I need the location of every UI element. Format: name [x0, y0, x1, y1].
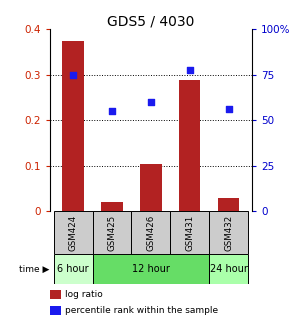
- Text: percentile rank within the sample: percentile rank within the sample: [65, 306, 218, 315]
- Bar: [218, 198, 239, 211]
- Point: [188, 68, 192, 73]
- Text: time ▶: time ▶: [19, 265, 49, 274]
- Point: [149, 99, 153, 105]
- Text: GSM425: GSM425: [108, 215, 117, 251]
- Bar: [62, 41, 84, 211]
- Text: 6 hour: 6 hour: [57, 264, 89, 274]
- Text: GSM426: GSM426: [146, 215, 155, 251]
- Bar: [209, 211, 248, 254]
- Text: GSM432: GSM432: [224, 215, 233, 251]
- Bar: [50, 290, 61, 299]
- Bar: [54, 254, 93, 284]
- Text: 12 hour: 12 hour: [132, 264, 170, 274]
- Bar: [209, 254, 248, 284]
- Bar: [101, 202, 123, 211]
- Bar: [93, 254, 209, 284]
- Text: 24 hour: 24 hour: [210, 264, 248, 274]
- Bar: [54, 211, 93, 254]
- Text: GSM431: GSM431: [185, 215, 194, 251]
- Bar: [93, 211, 132, 254]
- Point: [226, 106, 231, 112]
- Point: [71, 72, 76, 77]
- Point: [110, 109, 114, 114]
- Text: log ratio: log ratio: [65, 290, 103, 299]
- Bar: [140, 164, 161, 211]
- Bar: [179, 80, 200, 211]
- Text: GSM424: GSM424: [69, 215, 78, 251]
- Bar: [132, 211, 170, 254]
- Bar: [50, 306, 61, 315]
- Bar: [170, 211, 209, 254]
- Title: GDS5 / 4030: GDS5 / 4030: [107, 14, 195, 28]
